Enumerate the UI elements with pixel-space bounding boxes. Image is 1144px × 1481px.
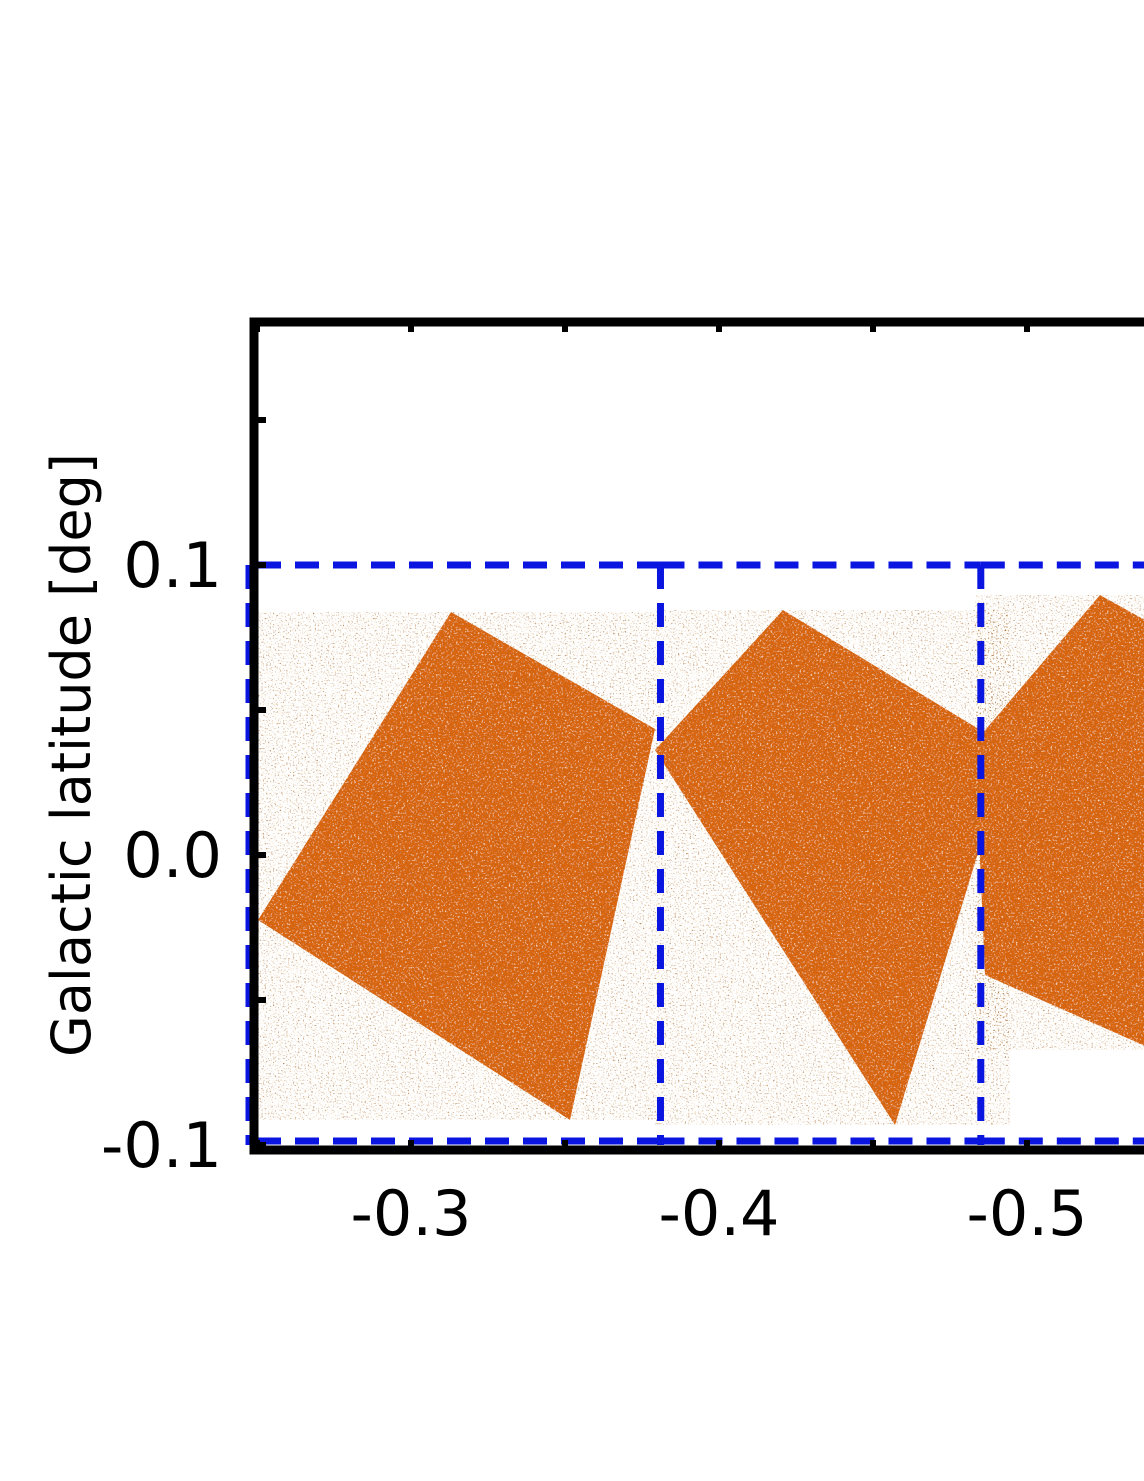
map-tile [258,612,655,1120]
x-tick-label: -0.5 [967,1177,1088,1250]
plot-frame [249,317,1144,1155]
map-tiles [258,595,1144,1125]
region-boxes [245,561,1144,1145]
y-tick-labels: 0.1 0.0 -0.1 [101,529,222,1182]
y-tick-label: 0.1 [123,529,222,602]
axes-box [249,317,1144,1155]
x-tick-label: -0.3 [351,1177,472,1250]
y-axis-label: Galactic latitude [deg] [40,453,103,1057]
x-tick-labels: -0.3 -0.4 -0.5 [351,1177,1088,1250]
map-tile [975,595,1144,1046]
y-tick-label: 0.0 [123,819,222,892]
y-tick-label: -0.1 [101,1109,222,1182]
x-tick-label: -0.4 [659,1177,780,1250]
map-tile [655,610,1010,1125]
